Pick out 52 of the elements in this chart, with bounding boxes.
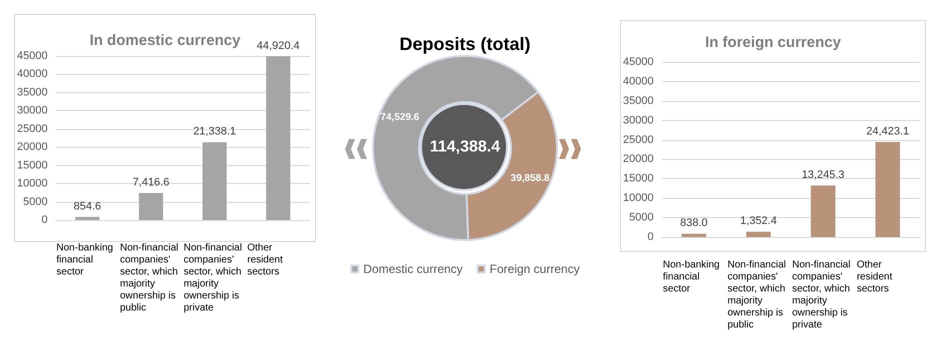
x-tick-label: Other resident sectors [247,242,286,278]
data-label: 74,529.6 [380,112,420,123]
chart-title: In foreign currency [705,34,842,51]
legend-label: Foreign currency [490,262,580,276]
data-label: 39,858.8 [510,173,550,184]
x-tick-label: Non-financial companies' sector, which majority ownership is private [184,242,245,314]
y-tick-label: 35000 [622,94,654,107]
data-label: 838.0 [680,217,708,230]
data-label: 854.6 [74,200,102,212]
x-tick-label: Other resident sectors [856,260,896,294]
y-tick-label: 35000 [16,86,48,98]
y-tick-label: 10000 [622,192,654,204]
y-tick-label: 25000 [622,134,654,146]
bar [138,192,164,220]
bar [810,185,836,237]
y-tick-label: 30000 [16,104,48,117]
x-tick-label: Non-banking financial sector [56,242,116,278]
x-tick-label: Non-financial companies' sector, which majority ownership is private [792,260,854,330]
y-tick-label: 15000 [622,172,654,185]
y-tick-label: 40000 [622,75,654,88]
x-tick-label: Non-financial companies' sector, which majority ownership is public [120,242,182,314]
legend-label: Domestic currency [363,262,463,276]
bar [875,142,900,237]
data-label: 7,416.6 [132,176,170,188]
data-label: 13,245.3 [802,168,845,181]
bar [266,56,290,220]
y-tick-label: 5000 [23,196,48,208]
y-tick-label: 20000 [16,141,48,154]
y-tick-label: 10000 [16,178,48,190]
chart-title: Deposits (total) [399,34,531,54]
y-tick-label: 30000 [622,114,654,126]
bar [75,216,100,220]
y-tick-label: 0 [41,214,48,226]
y-tick-label: 15000 [16,159,48,172]
x-tick-label: Non-banking financial sector [662,260,722,294]
y-tick-label: 25000 [16,122,48,135]
y-tick-label: 45000 [622,56,654,68]
bar [202,142,227,220]
y-tick-label: 20000 [622,153,654,166]
y-tick-label: 5000 [629,212,654,224]
data-label: 1,352.4 [740,215,777,228]
text: 114,388.4 [430,138,500,156]
chart-title: In domestic currency [90,32,242,49]
data-label: 21,338.1 [193,126,236,138]
y-tick-label: 45000 [16,50,48,62]
data-label: 44,920.4 [256,40,300,52]
bar [746,232,771,237]
data-label: 24,423.1 [866,126,910,138]
y-tick-label: 0 [647,231,654,243]
y-tick-label: 40000 [16,68,48,80]
bar [682,234,706,237]
x-tick-label: Non-financial companies' sector, which majority ownership is public [727,260,789,330]
